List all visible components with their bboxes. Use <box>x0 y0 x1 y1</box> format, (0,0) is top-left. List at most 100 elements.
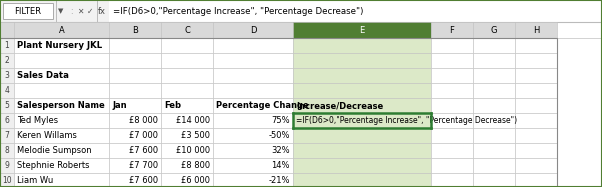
Bar <box>473 22 515 38</box>
Bar <box>431 22 473 38</box>
Text: Percentage Change: Percentage Change <box>216 101 309 110</box>
Bar <box>161 22 213 38</box>
Bar <box>515 98 557 113</box>
Text: 2: 2 <box>5 56 10 65</box>
Text: 8: 8 <box>5 146 10 155</box>
Text: 7: 7 <box>5 131 10 140</box>
Bar <box>0 128 14 143</box>
Bar <box>293 22 431 38</box>
Text: FILTER: FILTER <box>14 7 42 16</box>
Bar <box>161 53 213 68</box>
Bar <box>515 173 557 187</box>
Text: ▼: ▼ <box>58 8 64 14</box>
Bar <box>515 113 557 128</box>
Bar <box>473 38 515 53</box>
Text: B: B <box>132 25 138 34</box>
Bar <box>161 173 213 187</box>
Bar <box>515 158 557 173</box>
Text: £7 600: £7 600 <box>129 146 158 155</box>
Bar <box>213 53 293 68</box>
Bar <box>431 158 473 173</box>
Bar <box>293 98 431 113</box>
Bar <box>0 0 602 22</box>
Bar <box>109 173 161 187</box>
Bar <box>0 83 14 98</box>
Text: Liam Wu: Liam Wu <box>17 176 53 185</box>
Bar <box>515 53 557 68</box>
Text: H: H <box>533 25 539 34</box>
Text: F: F <box>450 25 455 34</box>
Bar <box>515 38 557 53</box>
Bar <box>0 113 14 128</box>
Text: -21%: -21% <box>268 176 290 185</box>
Text: Increase/Decrease: Increase/Decrease <box>296 101 383 110</box>
Text: £8 800: £8 800 <box>181 161 210 170</box>
Bar <box>431 128 473 143</box>
Bar <box>293 38 431 53</box>
Bar <box>473 173 515 187</box>
Bar <box>293 113 431 128</box>
Bar <box>161 68 213 83</box>
Bar <box>213 68 293 83</box>
Bar <box>109 98 161 113</box>
Bar <box>473 53 515 68</box>
Bar <box>14 173 109 187</box>
Bar <box>161 98 213 113</box>
Bar <box>14 53 109 68</box>
Bar <box>109 113 161 128</box>
Text: Feb: Feb <box>164 101 181 110</box>
Text: Keren Willams: Keren Willams <box>17 131 77 140</box>
Text: 6: 6 <box>5 116 10 125</box>
Bar <box>3 3 53 19</box>
Text: Melodie Sumpson: Melodie Sumpson <box>17 146 92 155</box>
Text: 3: 3 <box>5 71 10 80</box>
Bar <box>431 113 473 128</box>
Bar <box>515 128 557 143</box>
Text: £3 500: £3 500 <box>181 131 210 140</box>
Bar <box>293 143 431 158</box>
Text: Sales Data: Sales Data <box>17 71 69 80</box>
Text: £8 000: £8 000 <box>129 116 158 125</box>
Bar <box>515 83 557 98</box>
Bar <box>109 53 161 68</box>
Bar <box>293 83 431 98</box>
Bar <box>431 38 473 53</box>
Bar <box>515 22 557 38</box>
Bar <box>515 143 557 158</box>
Bar <box>109 128 161 143</box>
Bar <box>431 98 473 113</box>
Text: Jan: Jan <box>112 101 126 110</box>
Text: 4: 4 <box>5 86 10 95</box>
Bar <box>213 143 293 158</box>
Bar <box>14 158 109 173</box>
Bar <box>161 128 213 143</box>
Bar <box>213 38 293 53</box>
Bar <box>213 83 293 98</box>
Text: £10 000: £10 000 <box>176 146 210 155</box>
Bar <box>0 158 14 173</box>
Bar <box>161 158 213 173</box>
Bar <box>213 173 293 187</box>
Bar <box>0 68 14 83</box>
Bar <box>293 128 431 143</box>
Bar <box>14 38 109 53</box>
Text: Stephnie Roberts: Stephnie Roberts <box>17 161 90 170</box>
Bar <box>431 68 473 83</box>
Bar <box>109 38 161 53</box>
Bar <box>213 158 293 173</box>
Text: 9: 9 <box>5 161 10 170</box>
Bar <box>14 143 109 158</box>
Bar <box>293 158 431 173</box>
Text: £7 000: £7 000 <box>129 131 158 140</box>
Text: E: E <box>359 25 365 34</box>
Text: A: A <box>58 25 64 34</box>
Text: Salesperson Name: Salesperson Name <box>17 101 105 110</box>
Bar <box>109 22 161 38</box>
Bar <box>431 173 473 187</box>
Bar <box>431 83 473 98</box>
Bar <box>14 68 109 83</box>
Text: 75%: 75% <box>272 116 290 125</box>
Text: ✓: ✓ <box>87 7 93 16</box>
Text: ✕: ✕ <box>77 7 83 16</box>
Text: £14 000: £14 000 <box>176 116 210 125</box>
